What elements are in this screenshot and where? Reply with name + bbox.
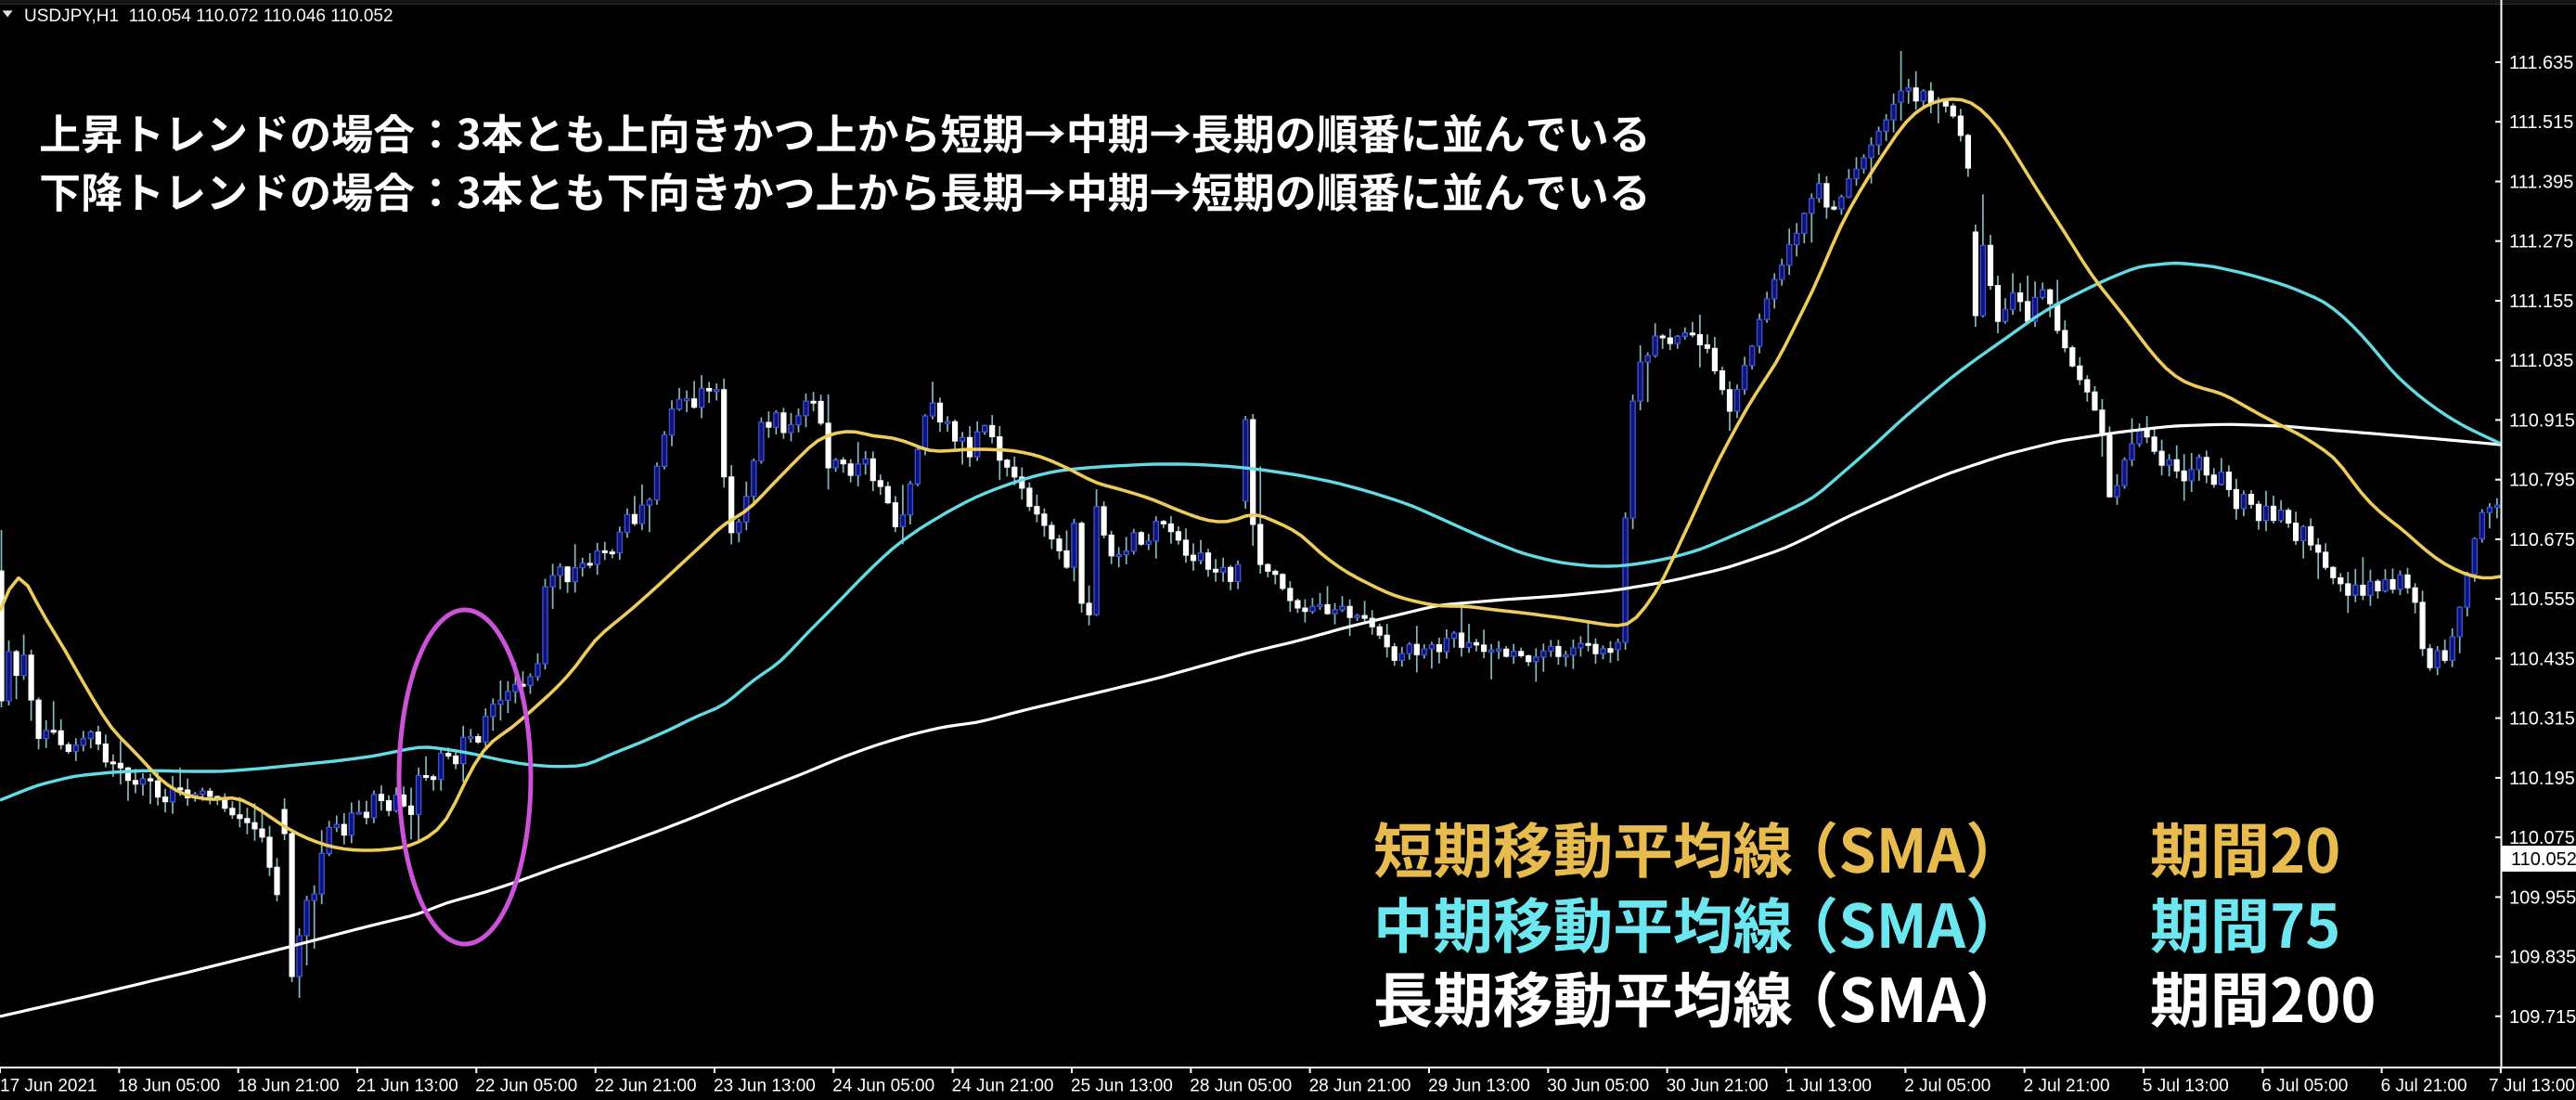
svg-text:7 Jul 13:00: 7 Jul 13:00 bbox=[2489, 1077, 2575, 1096]
svg-text:18 Jun 05:00: 18 Jun 05:00 bbox=[118, 1077, 220, 1096]
svg-text:110.915: 110.915 bbox=[2509, 410, 2575, 431]
svg-text:111.395: 111.395 bbox=[2509, 173, 2573, 193]
svg-text:110.675: 110.675 bbox=[2509, 530, 2575, 550]
svg-text:5 Jul 13:00: 5 Jul 13:00 bbox=[2143, 1077, 2229, 1096]
svg-text:28 Jun 05:00: 28 Jun 05:00 bbox=[1190, 1077, 1292, 1096]
svg-text:111.635: 111.635 bbox=[2509, 53, 2573, 73]
svg-text:2 Jul 05:00: 2 Jul 05:00 bbox=[1904, 1077, 1990, 1096]
svg-text:24 Jun 05:00: 24 Jun 05:00 bbox=[832, 1077, 934, 1096]
svg-text:22 Jun 21:00: 22 Jun 21:00 bbox=[595, 1077, 697, 1096]
svg-text:17 Jun 2021: 17 Jun 2021 bbox=[0, 1077, 97, 1096]
svg-text:29 Jun 13:00: 29 Jun 13:00 bbox=[1428, 1077, 1530, 1096]
svg-text:109.835: 109.835 bbox=[2509, 948, 2576, 968]
svg-text:1 Jul 13:00: 1 Jul 13:00 bbox=[1785, 1077, 1872, 1096]
svg-text:6 Jul 21:00: 6 Jul 21:00 bbox=[2381, 1077, 2467, 1096]
svg-text:110.795: 110.795 bbox=[2509, 471, 2575, 491]
svg-text:24 Jun 21:00: 24 Jun 21:00 bbox=[952, 1077, 1054, 1096]
svg-text:111.515: 111.515 bbox=[2509, 112, 2573, 133]
svg-text:110.555: 110.555 bbox=[2509, 589, 2575, 610]
svg-text:30 Jun 05:00: 30 Jun 05:00 bbox=[1547, 1077, 1649, 1096]
svg-text:18 Jun 21:00: 18 Jun 21:00 bbox=[238, 1077, 340, 1096]
svg-text:111.035: 111.035 bbox=[2509, 351, 2573, 371]
svg-text:109.955: 109.955 bbox=[2509, 887, 2576, 908]
svg-text:110.195: 110.195 bbox=[2509, 769, 2575, 789]
svg-text:USDJPY,H1 110.054 110.072 110: USDJPY,H1 110.054 110.072 110.046 110.05… bbox=[24, 6, 393, 26]
svg-text:111.155: 111.155 bbox=[2509, 291, 2573, 312]
svg-text:110.315: 110.315 bbox=[2509, 709, 2575, 730]
svg-text:25 Jun 13:00: 25 Jun 13:00 bbox=[1071, 1077, 1173, 1096]
svg-text:110.052: 110.052 bbox=[2511, 849, 2576, 870]
svg-text:23 Jun 13:00: 23 Jun 13:00 bbox=[714, 1077, 816, 1096]
svg-text:22 Jun 05:00: 22 Jun 05:00 bbox=[475, 1077, 577, 1096]
svg-text:109.715: 109.715 bbox=[2509, 1007, 2576, 1028]
svg-text:2 Jul 21:00: 2 Jul 21:00 bbox=[2024, 1077, 2110, 1096]
svg-text:28 Jun 21:00: 28 Jun 21:00 bbox=[1309, 1077, 1411, 1096]
svg-text:110.075: 110.075 bbox=[2509, 828, 2575, 848]
svg-text:111.275: 111.275 bbox=[2509, 232, 2573, 252]
svg-text:21 Jun 13:00: 21 Jun 13:00 bbox=[356, 1077, 458, 1096]
svg-text:110.435: 110.435 bbox=[2509, 649, 2575, 669]
svg-text:6 Jul 05:00: 6 Jul 05:00 bbox=[2261, 1077, 2348, 1096]
svg-text:30 Jun 21:00: 30 Jun 21:00 bbox=[1667, 1077, 1769, 1096]
